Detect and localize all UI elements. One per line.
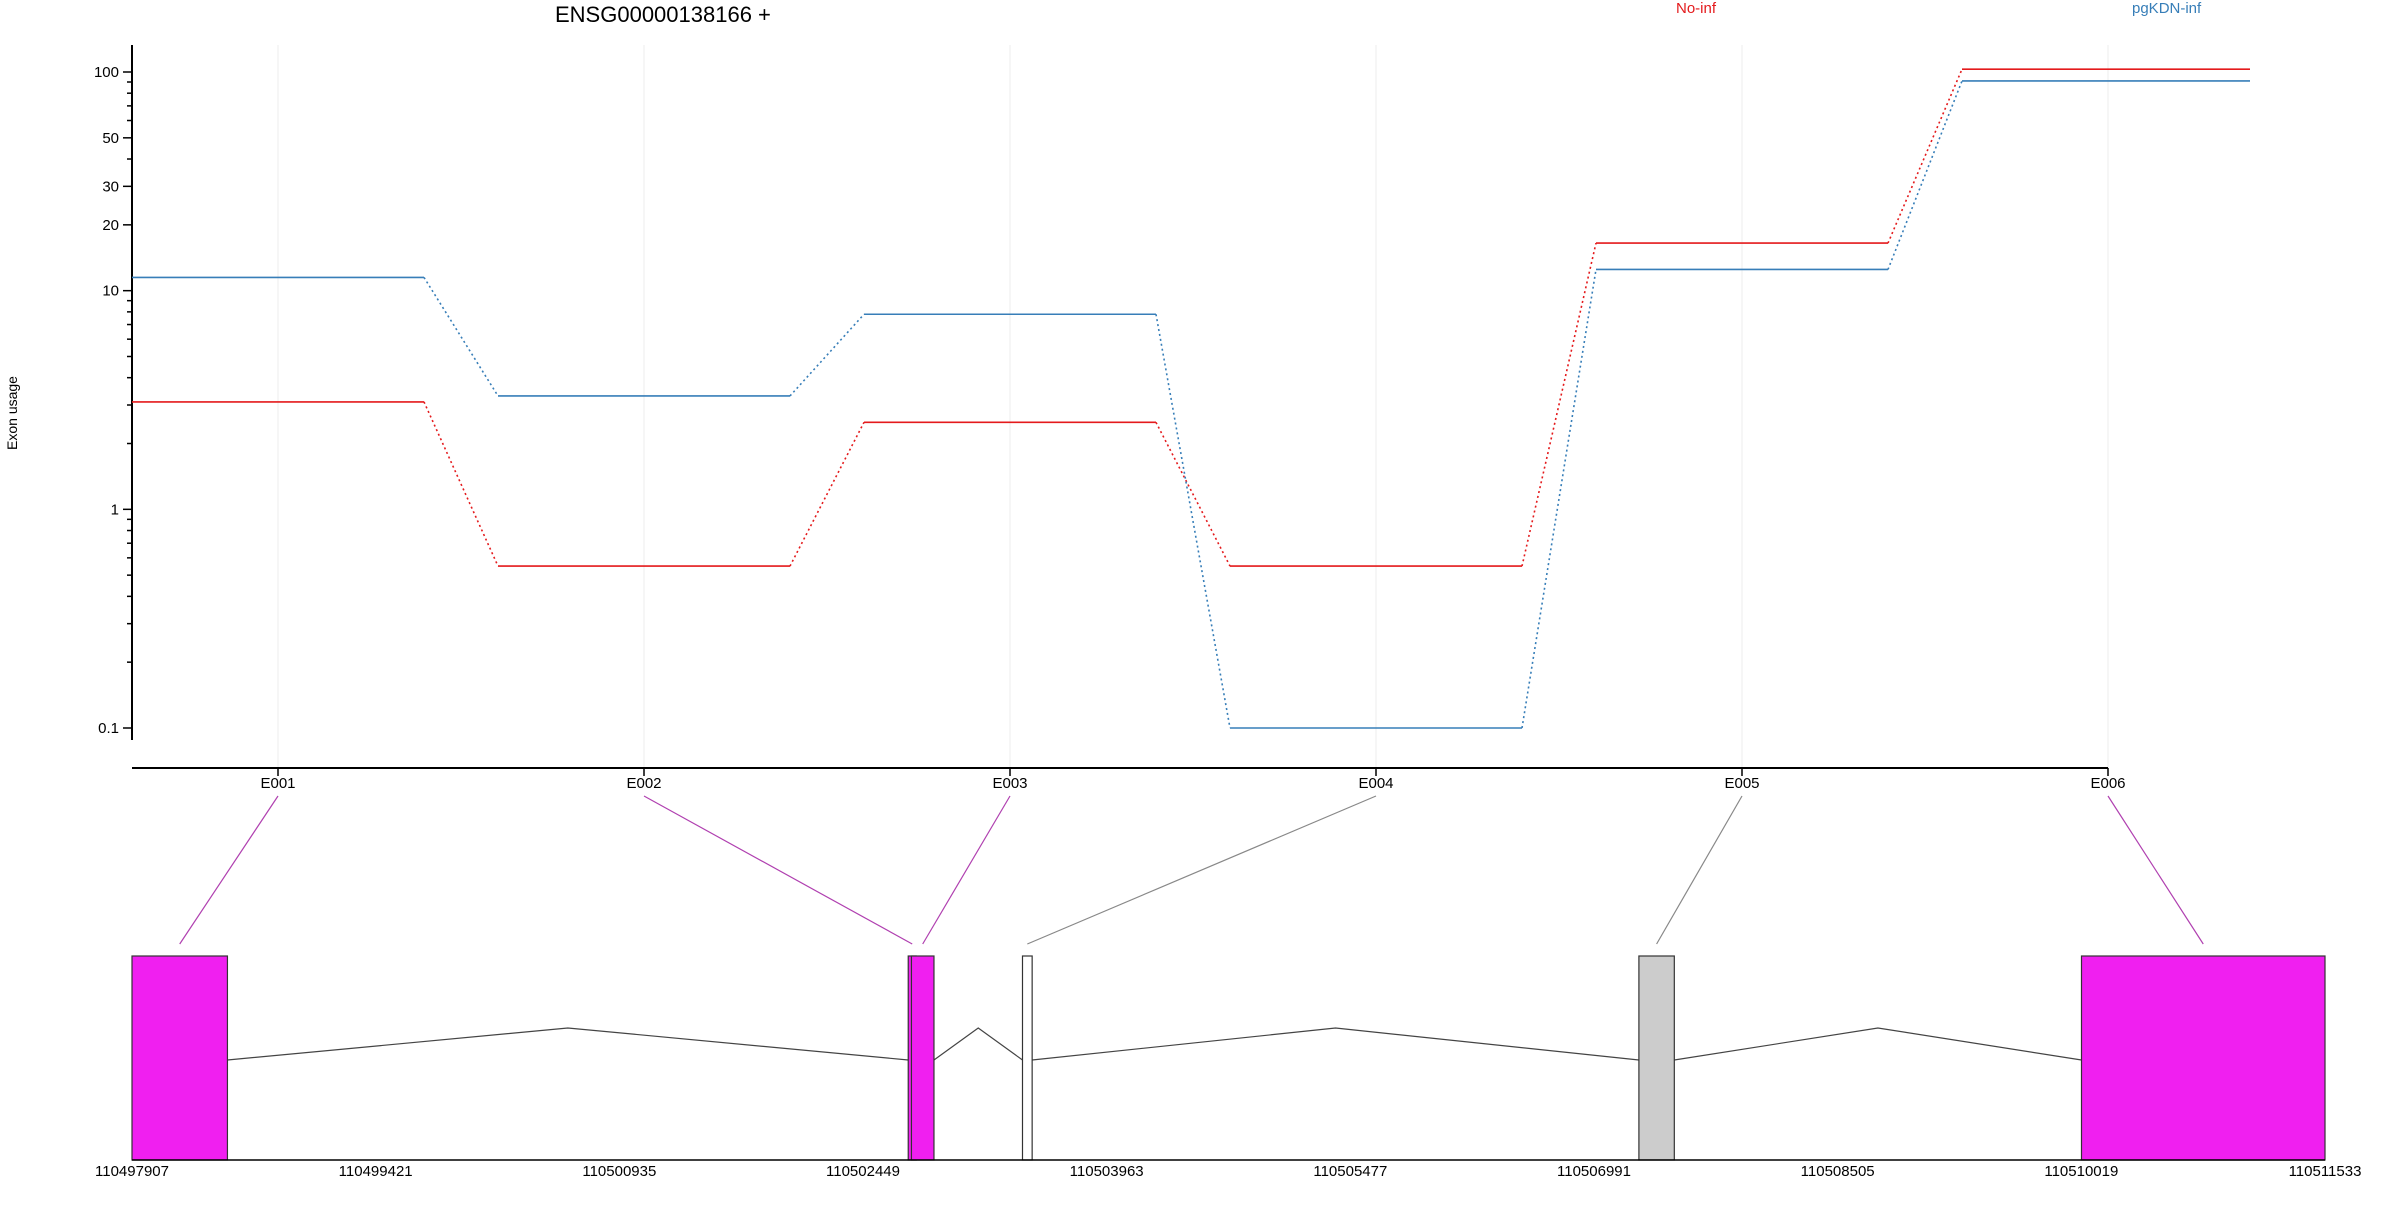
x-tick-label-e002: E002 <box>626 775 661 792</box>
genomic-coord-label: 110508505 <box>1801 1163 1875 1180</box>
series-no-inf-join <box>789 421 865 567</box>
connector-e002 <box>643 795 913 945</box>
legend-pgkdn-inf: pgKDN-inf <box>2132 0 2202 17</box>
chart-title: ENSG00000138166 + <box>555 2 771 27</box>
genomic-coord-label: 110499421 <box>339 1163 413 1180</box>
y-tick-label: 30 <box>102 178 119 195</box>
series-pgkdn-inf-join <box>1887 80 1963 270</box>
genomic-coord-label: 110500935 <box>582 1163 656 1180</box>
exon-e005 <box>1638 955 1675 1161</box>
series-no-inf-join <box>1155 421 1231 567</box>
x-tick-label-e004: E004 <box>1358 775 1393 792</box>
series-no-inf-join <box>1521 242 1597 567</box>
y-tick-label: 50 <box>102 130 119 147</box>
genomic-coord-label: 110497907 <box>95 1163 169 1180</box>
series-pgkdn-inf-join <box>1155 314 1231 729</box>
x-tick-label-e001: E001 <box>260 775 295 792</box>
series-pgkdn-inf-join <box>423 276 499 397</box>
genomic-coord-label: 110503963 <box>1070 1163 1144 1180</box>
legend-no-inf: No-inf <box>1676 0 1717 17</box>
series-pgkdn-inf-join <box>789 313 865 397</box>
genomic-coord-label: 110502449 <box>826 1163 900 1180</box>
connector-e004 <box>1027 795 1377 945</box>
x-tick-label-e003: E003 <box>992 775 1027 792</box>
exon-e006 <box>2080 955 2326 1161</box>
intron-line <box>1674 1027 2082 1061</box>
series-no-inf-join <box>423 401 499 567</box>
y-tick-label: 1 <box>111 501 119 518</box>
y-tick-label: 100 <box>94 64 119 81</box>
connector-e001 <box>179 795 279 945</box>
connector-e003 <box>922 795 1011 945</box>
series-no-inf-join <box>1887 68 1963 244</box>
exon-e004 <box>1021 955 1033 1161</box>
y-tick-label: 20 <box>102 217 119 234</box>
intron-line <box>933 1027 1023 1061</box>
exon-e001 <box>131 955 229 1161</box>
genomic-coord-label: 110505477 <box>1313 1163 1387 1180</box>
y-tick-label: 0.1 <box>98 720 119 737</box>
genomic-coord-label: 110506991 <box>1557 1163 1631 1180</box>
intron-line <box>227 1027 909 1061</box>
connector-e006 <box>2107 795 2204 945</box>
y-tick-label: 10 <box>102 283 119 300</box>
genomic-coord-label: 110511533 <box>2289 1163 2362 1180</box>
series-pgkdn-inf-join <box>1521 269 1597 729</box>
x-tick-label-e006: E006 <box>2090 775 2125 792</box>
connector-e005 <box>1656 795 1743 945</box>
exon-e003 <box>910 955 935 1161</box>
genomic-coord-label: 110510019 <box>2044 1163 2118 1180</box>
intron-line <box>1032 1027 1639 1061</box>
x-tick-label-e005: E005 <box>1724 775 1759 792</box>
